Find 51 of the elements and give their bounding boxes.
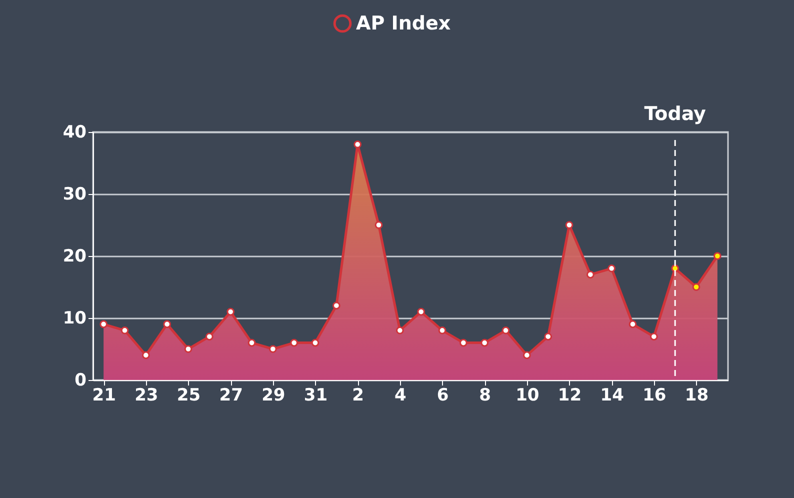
y-tick-label: 30 xyxy=(62,184,87,204)
point xyxy=(354,140,362,148)
x-tick-label: 16 xyxy=(642,386,666,406)
point xyxy=(269,345,277,353)
point xyxy=(628,320,637,328)
point xyxy=(311,338,320,347)
point xyxy=(248,338,256,347)
point xyxy=(565,221,574,229)
point xyxy=(332,302,340,310)
x-tick-label: 2 xyxy=(352,386,364,406)
point xyxy=(417,308,425,316)
x-tick-label: 23 xyxy=(134,386,158,406)
point xyxy=(714,252,722,260)
point xyxy=(184,345,192,353)
legend-label: AP Index xyxy=(356,12,451,34)
point xyxy=(480,338,488,347)
point xyxy=(163,320,171,328)
x-tick-label: 8 xyxy=(479,386,492,406)
x-tick-label: 21 xyxy=(92,386,116,406)
point xyxy=(290,338,298,347)
x-tick-label: 29 xyxy=(262,386,286,406)
x-tick-label: 31 xyxy=(304,386,328,406)
y-tick-label: 20 xyxy=(62,246,87,266)
point xyxy=(100,320,108,328)
x-tick-label: 14 xyxy=(600,386,624,406)
point xyxy=(586,270,594,279)
text: Today xyxy=(644,103,707,125)
point xyxy=(374,221,383,229)
point xyxy=(650,332,658,341)
y-tick-label: 0 xyxy=(74,370,87,390)
y-tick-label: 40 xyxy=(62,122,87,142)
point xyxy=(120,326,129,334)
point xyxy=(438,326,446,334)
y-tick-label: 10 xyxy=(62,308,87,328)
point xyxy=(608,264,616,272)
x-tick-label: 27 xyxy=(219,386,243,406)
point xyxy=(544,332,552,341)
point xyxy=(692,283,700,291)
point xyxy=(206,332,214,341)
x-tick-label: 4 xyxy=(394,386,406,406)
point xyxy=(142,351,150,360)
x-tick-label: 6 xyxy=(436,386,449,406)
point xyxy=(226,308,234,316)
point xyxy=(396,326,404,334)
x-tick-label: 12 xyxy=(558,386,582,406)
point xyxy=(460,338,468,347)
x-tick-label: 25 xyxy=(176,386,201,406)
x-tick-label: 10 xyxy=(516,386,540,406)
point xyxy=(502,326,510,334)
x-tick-label: 18 xyxy=(684,386,709,406)
point xyxy=(523,351,531,360)
